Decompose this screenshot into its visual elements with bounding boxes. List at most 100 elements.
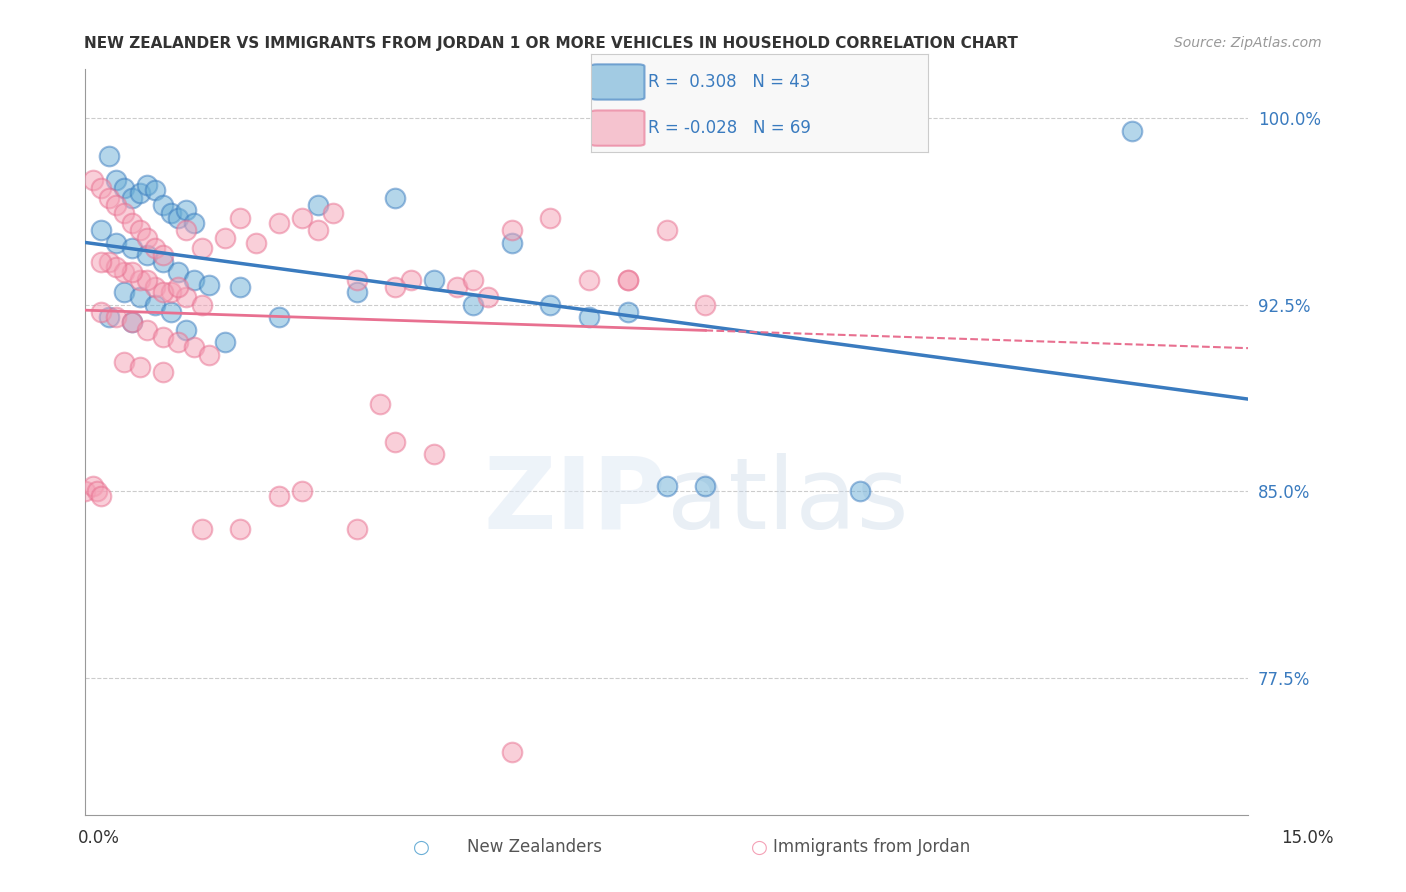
- Point: [384, 191, 406, 205]
- Point: [214, 230, 236, 244]
- Point: [423, 273, 446, 287]
- Point: [159, 206, 181, 220]
- Point: [112, 181, 135, 195]
- Point: [90, 489, 112, 503]
- Point: [97, 310, 120, 325]
- Point: [267, 310, 290, 325]
- Point: [136, 178, 159, 193]
- Point: [128, 223, 150, 237]
- Point: [198, 277, 221, 292]
- Point: [121, 241, 143, 255]
- Point: [90, 181, 112, 195]
- Text: 0.0%: 0.0%: [77, 830, 120, 847]
- Point: [307, 223, 329, 237]
- Point: [136, 248, 159, 262]
- Point: [578, 310, 600, 325]
- Point: [174, 223, 197, 237]
- Point: [423, 447, 446, 461]
- Point: [655, 223, 678, 237]
- Point: [229, 211, 252, 225]
- Point: [121, 216, 143, 230]
- Point: [90, 223, 112, 237]
- Text: ○: ○: [751, 838, 768, 857]
- Point: [152, 198, 174, 212]
- Point: [446, 280, 468, 294]
- Point: [346, 273, 368, 287]
- Point: [152, 248, 174, 262]
- Point: [105, 260, 128, 275]
- Point: [291, 211, 314, 225]
- Point: [346, 285, 368, 300]
- Point: [190, 298, 212, 312]
- Point: [112, 265, 135, 279]
- Point: [538, 298, 561, 312]
- Point: [143, 298, 166, 312]
- Point: [399, 273, 422, 287]
- Point: [128, 273, 150, 287]
- Point: [82, 479, 104, 493]
- Point: [112, 285, 135, 300]
- Point: [136, 273, 159, 287]
- Text: ○: ○: [413, 838, 430, 857]
- Point: [617, 273, 640, 287]
- Point: [105, 235, 128, 250]
- Point: [617, 305, 640, 319]
- Point: [183, 273, 205, 287]
- Point: [384, 434, 406, 449]
- Text: atlas: atlas: [666, 453, 908, 549]
- Text: R =  0.308   N = 43: R = 0.308 N = 43: [648, 73, 810, 91]
- Point: [152, 365, 174, 379]
- Point: [346, 522, 368, 536]
- Point: [152, 255, 174, 269]
- Point: [167, 334, 190, 349]
- FancyBboxPatch shape: [591, 64, 644, 100]
- Point: [75, 484, 97, 499]
- FancyBboxPatch shape: [591, 111, 644, 145]
- Point: [174, 323, 197, 337]
- Point: [461, 273, 484, 287]
- Point: [695, 479, 717, 493]
- Point: [97, 191, 120, 205]
- Point: [190, 522, 212, 536]
- Point: [183, 216, 205, 230]
- Point: [121, 191, 143, 205]
- Point: [112, 206, 135, 220]
- Point: [190, 241, 212, 255]
- Point: [167, 211, 190, 225]
- Point: [174, 203, 197, 218]
- Point: [121, 265, 143, 279]
- Point: [183, 340, 205, 354]
- Point: [1121, 124, 1143, 138]
- Point: [267, 489, 290, 503]
- Text: NEW ZEALANDER VS IMMIGRANTS FROM JORDAN 1 OR MORE VEHICLES IN HOUSEHOLD CORRELAT: NEW ZEALANDER VS IMMIGRANTS FROM JORDAN …: [84, 36, 1018, 51]
- Point: [267, 216, 290, 230]
- Point: [538, 211, 561, 225]
- Text: New Zealanders: New Zealanders: [467, 838, 602, 856]
- Point: [655, 479, 678, 493]
- Point: [152, 330, 174, 344]
- Point: [143, 183, 166, 197]
- Point: [90, 305, 112, 319]
- Point: [136, 230, 159, 244]
- Point: [128, 290, 150, 304]
- Point: [214, 334, 236, 349]
- Point: [128, 359, 150, 374]
- Point: [97, 255, 120, 269]
- Point: [167, 265, 190, 279]
- Point: [159, 305, 181, 319]
- Point: [86, 484, 108, 499]
- Point: [82, 173, 104, 187]
- Point: [578, 273, 600, 287]
- Point: [105, 310, 128, 325]
- Point: [174, 290, 197, 304]
- Point: [198, 347, 221, 361]
- Point: [167, 280, 190, 294]
- Point: [291, 484, 314, 499]
- Text: Source: ZipAtlas.com: Source: ZipAtlas.com: [1174, 36, 1322, 50]
- Point: [245, 235, 267, 250]
- Point: [477, 290, 499, 304]
- Point: [695, 298, 717, 312]
- Point: [229, 280, 252, 294]
- Point: [384, 280, 406, 294]
- Point: [501, 235, 523, 250]
